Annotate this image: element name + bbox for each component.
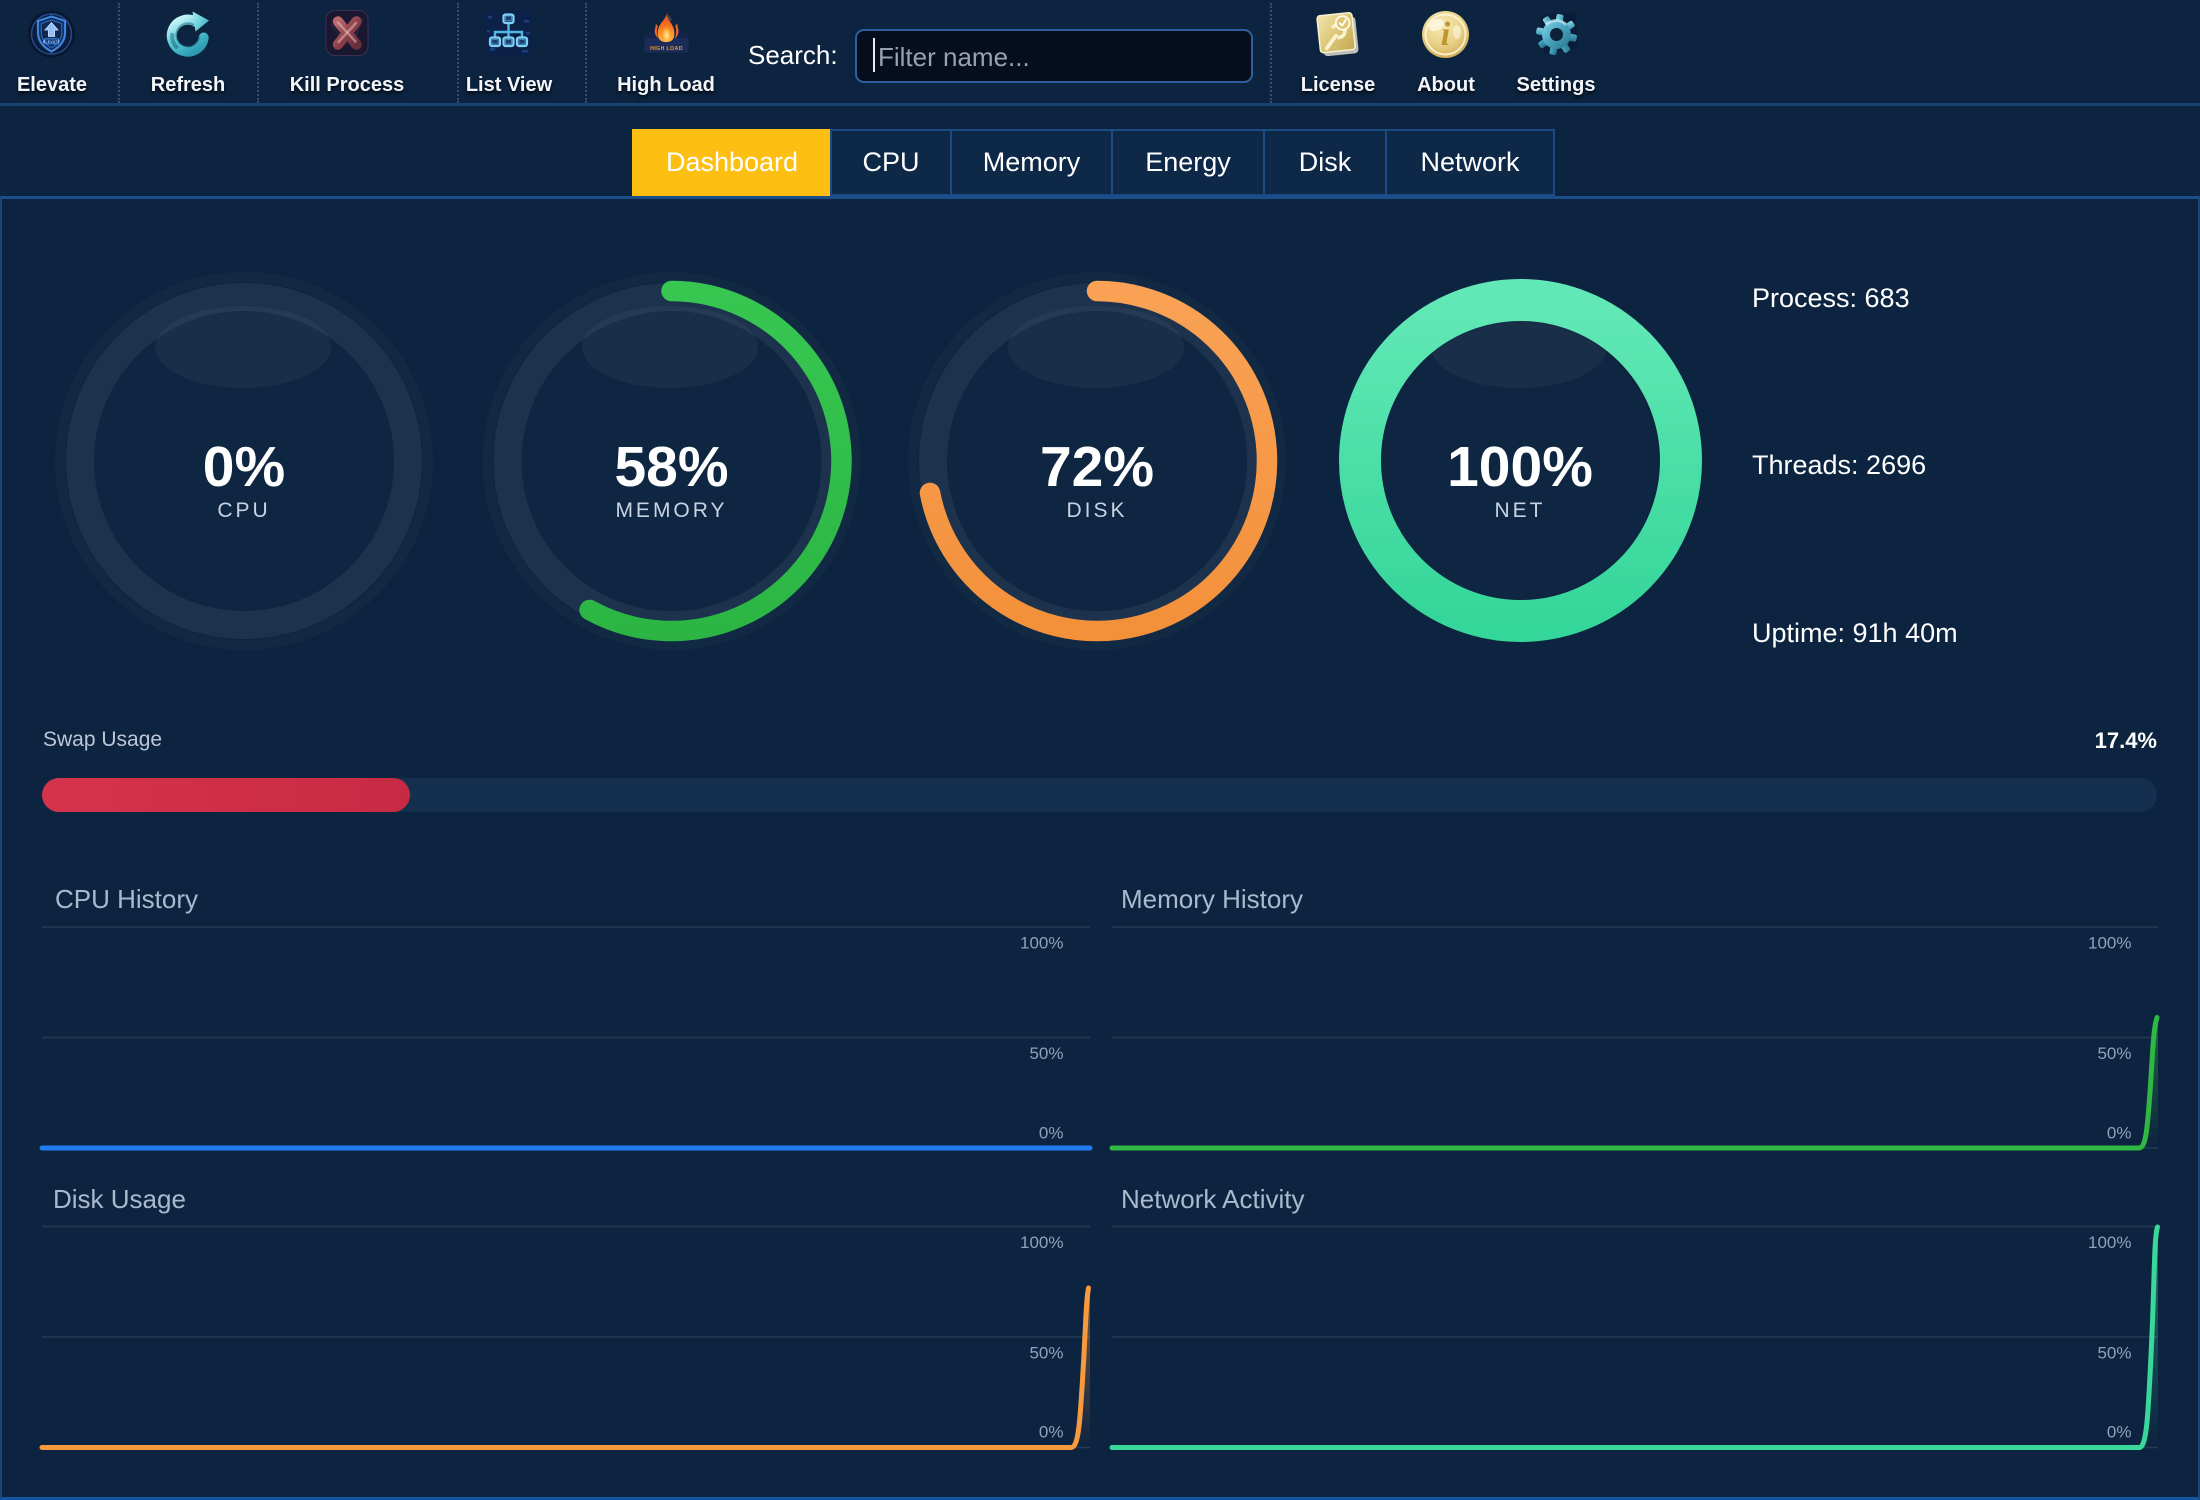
svg-text:100%: 100% <box>2088 934 2131 953</box>
svg-text:50%: 50% <box>1029 1344 1063 1363</box>
svg-text:0%: 0% <box>1039 1423 1064 1442</box>
svg-text:ELEVATE: ELEVATE <box>43 40 61 44</box>
svg-text:NET: NET <box>1495 499 1546 522</box>
svg-text:72%: 72% <box>1040 435 1154 499</box>
svg-text:100%: 100% <box>2088 1233 2131 1252</box>
svg-text:100%: 100% <box>1020 934 1063 953</box>
svg-text:MEMORY: MEMORY <box>615 499 727 522</box>
svg-text:DISK: DISK <box>1066 499 1127 522</box>
svg-text:0%: 0% <box>1039 1124 1064 1143</box>
svg-text:i: i <box>1441 16 1451 53</box>
svg-text:50%: 50% <box>1029 1044 1063 1063</box>
svg-text:50%: 50% <box>2097 1344 2131 1363</box>
svg-text:100%: 100% <box>1020 1233 1063 1252</box>
svg-text:0%: 0% <box>2107 1124 2132 1143</box>
svg-text:50%: 50% <box>2097 1044 2131 1063</box>
svg-text:HIGH LOAD: HIGH LOAD <box>650 46 683 52</box>
svg-text:CPU: CPU <box>217 499 270 522</box>
svg-text:58%: 58% <box>614 435 728 499</box>
svg-text:0%: 0% <box>2107 1423 2132 1442</box>
svg-text:0%: 0% <box>203 435 285 499</box>
svg-text:100%: 100% <box>1447 435 1593 499</box>
